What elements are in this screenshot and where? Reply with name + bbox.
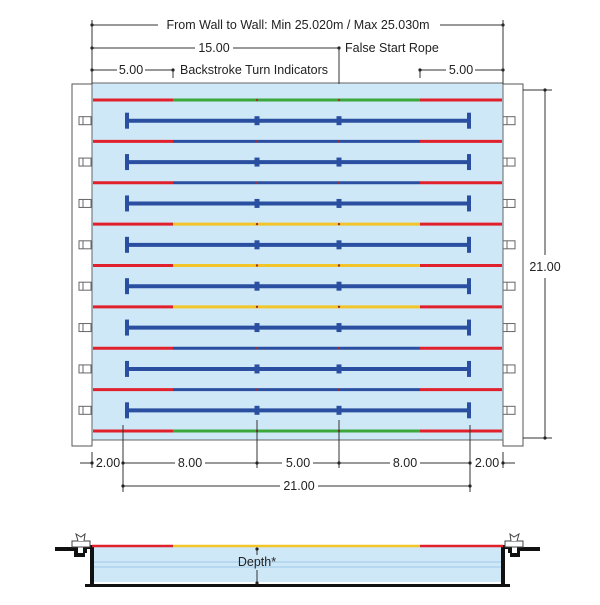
bottom-5: 5.00 [286,456,310,470]
bottom-8-right: 8.00 [393,456,417,470]
starting-block [502,405,516,415]
wall-to-wall-label: From Wall to Wall: Min 25.020m / Max 25.… [166,18,429,32]
lane-rope [93,181,502,185]
bottom-total: 21.00 [283,479,314,493]
starting-blocks [78,116,516,415]
starting-block [502,157,516,167]
false-start-label: False Start Rope [345,41,439,55]
starting-block [502,281,516,291]
right-deck [502,83,524,447]
left-deck [71,83,93,447]
starting-block [502,198,516,208]
pool-water [91,82,504,441]
lane-marking [125,112,471,129]
starting-block [502,116,516,126]
starting-block [78,323,92,333]
lane-marking [125,360,471,377]
lane-rope [93,222,502,226]
depth-label: Depth* [238,555,276,569]
lane-ropes [93,98,502,433]
right-starting-block [504,540,524,548]
lane-marking [125,236,471,253]
starting-block [78,364,92,374]
cross-section [55,532,540,587]
starting-block [78,116,92,126]
pool-width-label: 21.00 [529,260,560,274]
false-start-distance: 15.00 [198,41,229,55]
bottom-2-right: 2.00 [475,456,499,470]
starting-block [78,281,92,291]
lane-rope [93,346,502,350]
backstroke-label: Backstroke Turn Indicators [180,63,328,77]
starting-block [78,405,92,415]
left-starting-block [71,540,91,548]
lane-rope [93,139,502,143]
lane-rope [93,98,502,102]
lane-marking [125,154,471,171]
starting-block [502,240,516,250]
lane-rope [93,264,502,267]
starting-block [78,240,92,250]
lane-marking [125,278,471,295]
lane-rope [93,429,502,433]
bottom-8-left: 8.00 [178,456,202,470]
lane-rope [93,305,502,309]
starting-block [502,323,516,333]
starting-block [78,157,92,167]
left-block-icon [75,532,86,542]
lane-marking [125,195,471,212]
lane-marking [125,402,471,419]
bottom-2-left: 2.00 [96,456,120,470]
backstroke-right-distance: 5.00 [449,63,473,77]
lane-rope [93,388,502,392]
top-dimensions [90,20,552,440]
lane-marking [125,319,471,336]
starting-block [502,364,516,374]
right-block-icon [509,532,520,542]
starting-block [78,198,92,208]
bottom-dimensions [80,420,515,492]
lane-markings [125,112,471,419]
backstroke-left-distance: 5.00 [119,63,143,77]
